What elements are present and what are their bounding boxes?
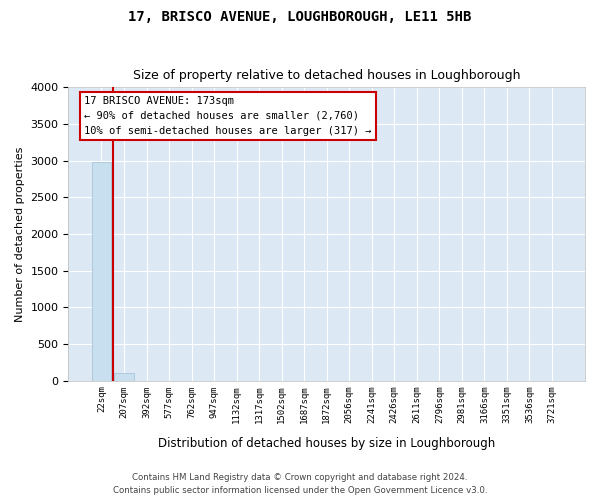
Y-axis label: Number of detached properties: Number of detached properties	[15, 146, 25, 322]
Title: Size of property relative to detached houses in Loughborough: Size of property relative to detached ho…	[133, 69, 520, 82]
X-axis label: Distribution of detached houses by size in Loughborough: Distribution of detached houses by size …	[158, 437, 496, 450]
Text: 17 BRISCO AVENUE: 173sqm
← 90% of detached houses are smaller (2,760)
10% of sem: 17 BRISCO AVENUE: 173sqm ← 90% of detach…	[84, 96, 371, 136]
Text: 17, BRISCO AVENUE, LOUGHBOROUGH, LE11 5HB: 17, BRISCO AVENUE, LOUGHBOROUGH, LE11 5H…	[128, 10, 472, 24]
Bar	[115, 372, 134, 380]
Bar	[92, 162, 111, 380]
Text: Contains HM Land Registry data © Crown copyright and database right 2024.
Contai: Contains HM Land Registry data © Crown c…	[113, 474, 487, 495]
